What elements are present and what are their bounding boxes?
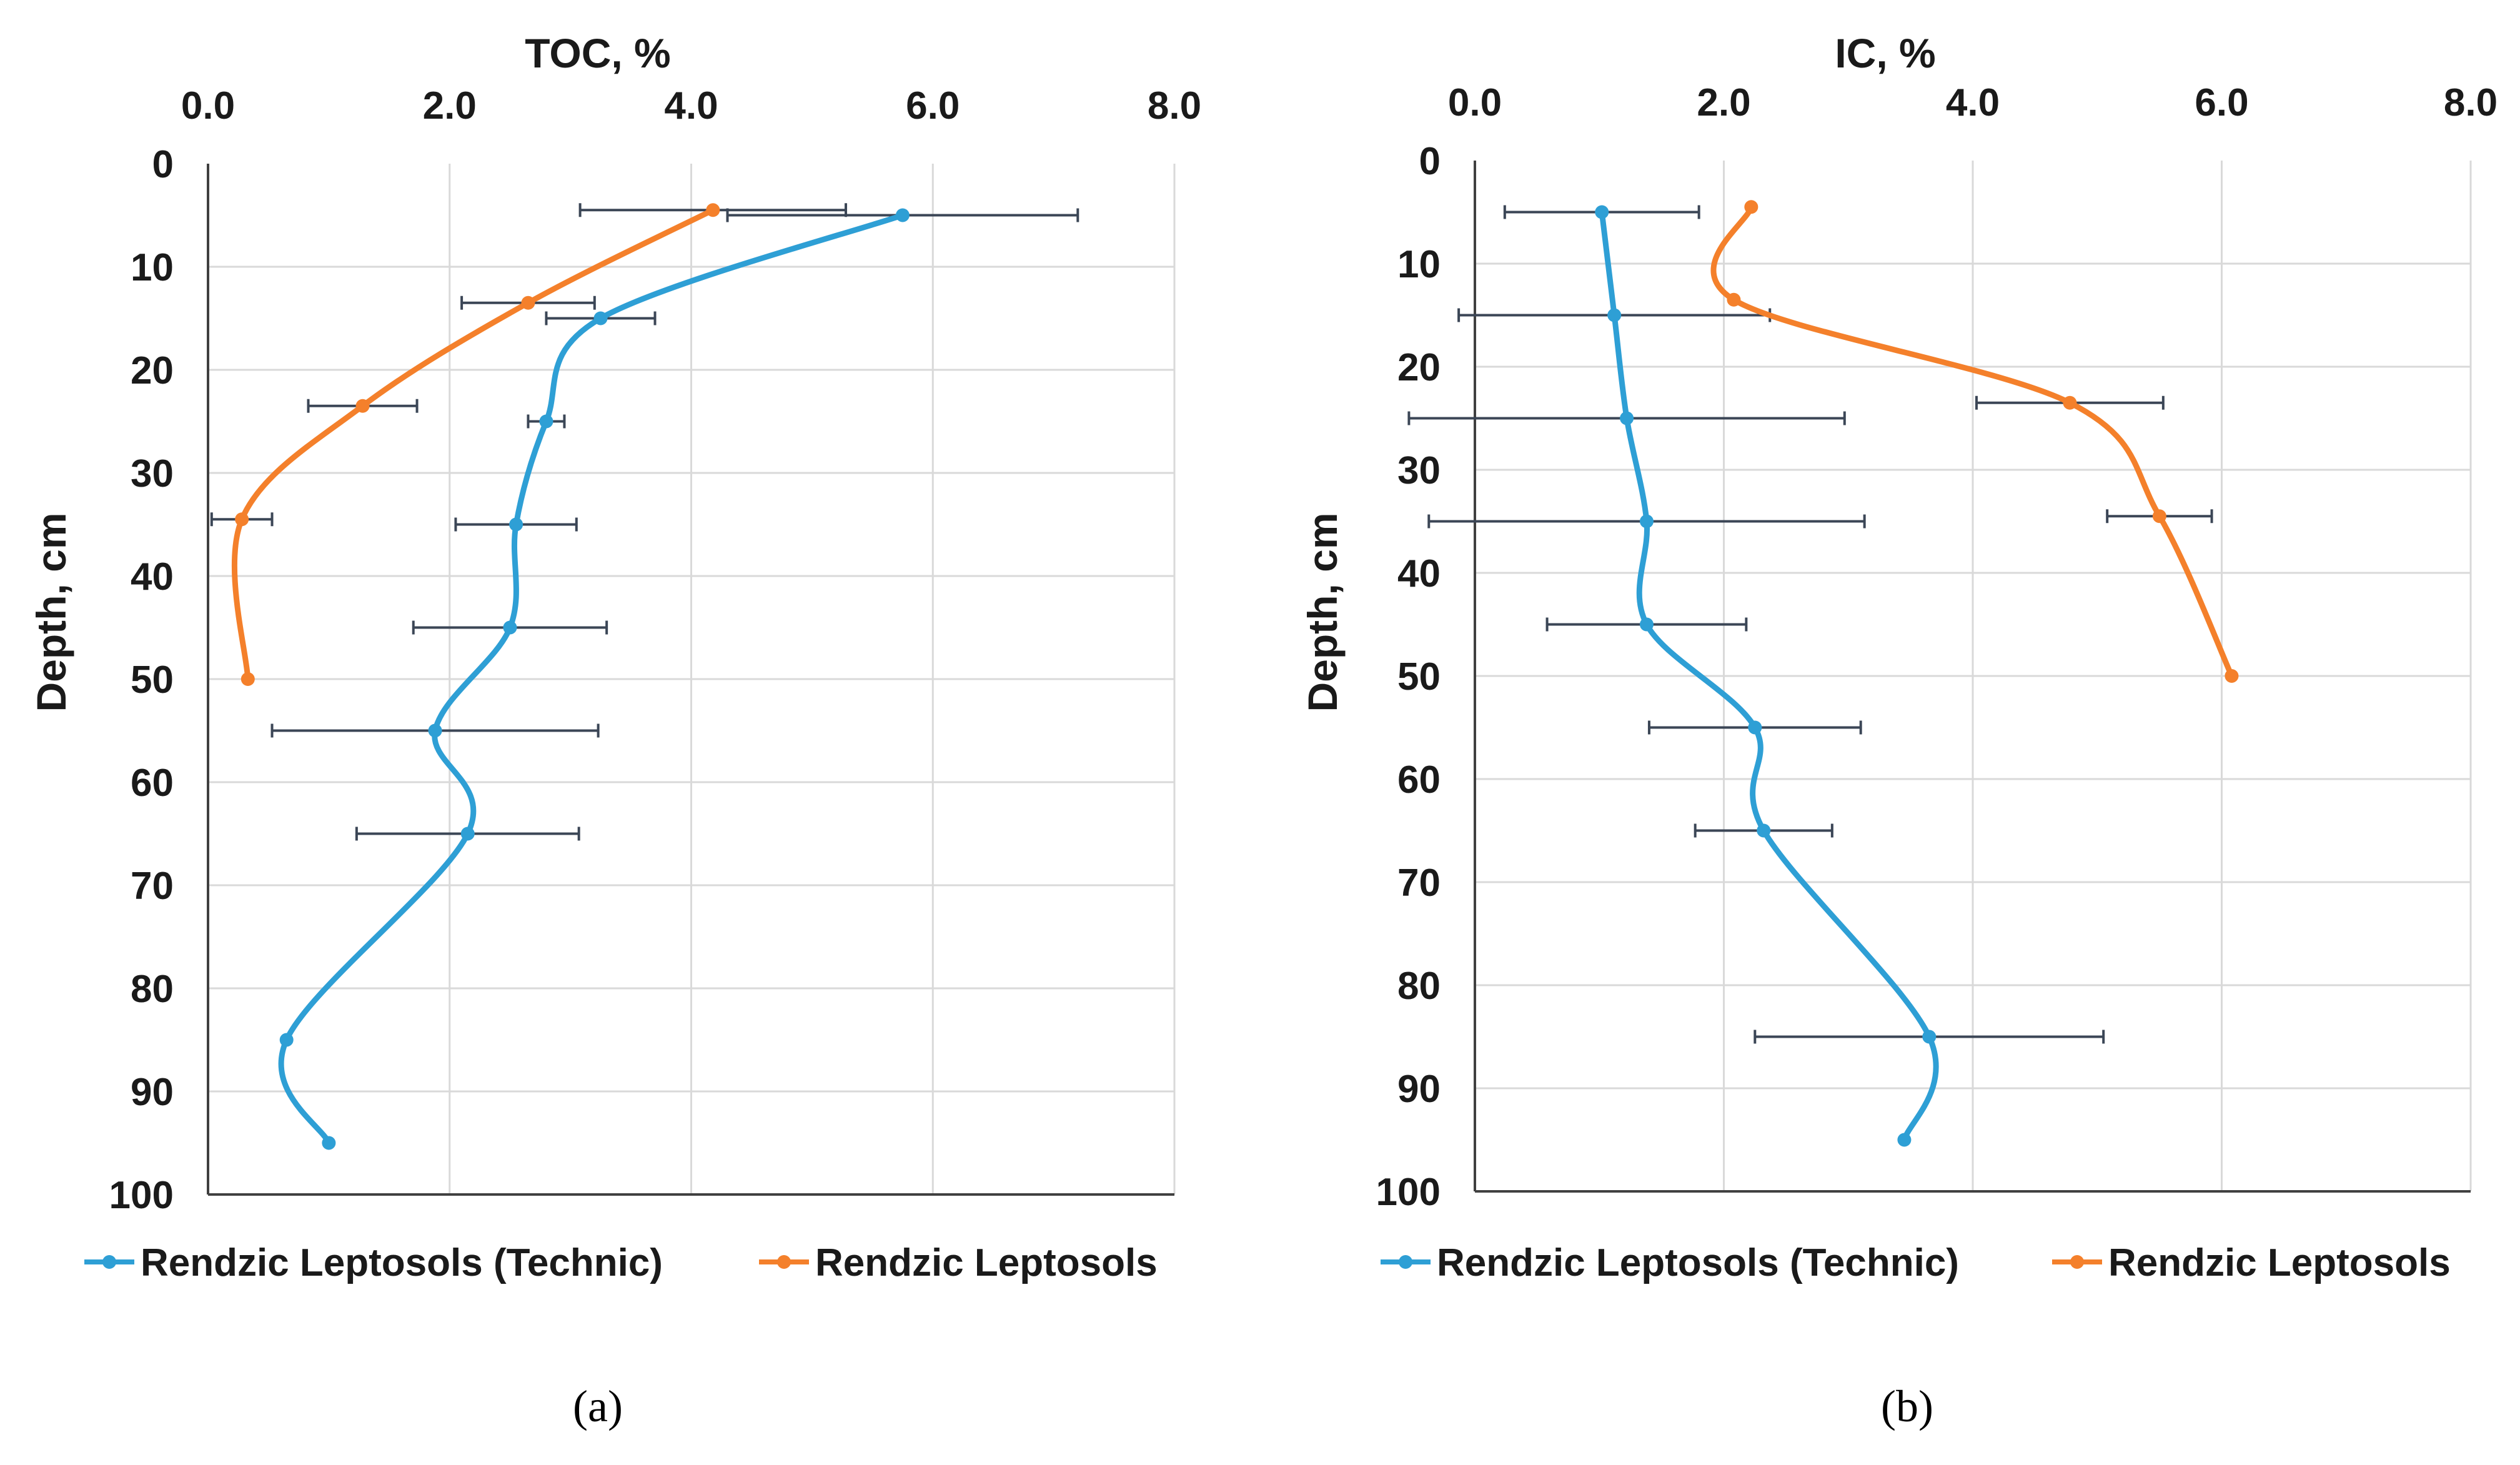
data-point-rendzic [355,399,370,413]
x-tick-label: 8.0 [2444,81,2498,124]
data-point-rendzic [706,203,720,217]
y-tick-label: 80 [131,968,174,1011]
legend-technic-marker [1399,1255,1412,1269]
legend-rendzic-label: Rendzic Leptosols [815,1241,1158,1284]
data-point-technic [1639,514,1654,529]
data-point-technic [539,414,553,429]
data-point-rendzic [1727,292,1741,307]
data-point-technic [593,311,608,325]
legend-technic-label: Rendzic Leptosols (Technic) [141,1241,663,1284]
y-tick-label: 60 [131,762,174,805]
data-point-technic [1922,1030,1937,1044]
data-point-technic [322,1136,336,1150]
data-point-technic [895,208,910,222]
data-point-technic [428,723,442,738]
series-line-technic [1599,209,1939,1143]
y-tick-label: 20 [1397,346,1441,389]
ic-panel: IC, % Depth, cm 0.0 2.0 4.0 6.0 8.0 0 10 20 30 4… [1299,30,2498,1431]
x-tick-label: 0.0 [1448,81,1502,124]
y-tick-label: 40 [131,555,174,598]
y-tick-label: 10 [131,246,174,289]
data-point-rendzic [1744,200,1759,214]
y-tick-label: 0 [152,143,174,186]
data-point-rendzic [2225,669,2239,683]
data-point-technic [460,827,475,841]
caption-b: (b) [1881,1381,1933,1431]
ic-depth-axis-label: Depth, cm [1299,512,1346,712]
data-point-technic [1748,720,1762,735]
data-point-technic [1620,411,1634,425]
y-tick-label: 90 [1397,1068,1441,1111]
toc-panel: TOC, % Depth, cm 0.0 2.0 4.0 6.0 8.0 0 10 20 30… [28,30,1201,1431]
toc-legend: Rendzic Leptosols (Technic) Rendzic Lept… [84,1241,1158,1284]
data-point-technic [1607,308,1622,322]
ic-axis-title: IC, % [1835,30,1935,76]
legend-technic-label: Rendzic Leptosols (Technic) [1437,1241,1959,1284]
y-tick-label: 50 [1397,655,1441,698]
data-point-technic [1757,823,1771,838]
y-tick-label: 10 [1397,243,1441,286]
data-point-technic [1595,205,1609,219]
data-point-technic [1897,1133,1912,1147]
y-tick-label: 90 [131,1071,174,1114]
x-tick-label: 6.0 [906,84,960,127]
y-tick-label: 60 [1397,758,1441,802]
legend-rendzic-marker [777,1255,791,1269]
y-tick-label: 30 [1397,449,1441,492]
x-tick-label: 2.0 [1697,81,1750,124]
data-point-rendzic [241,672,255,686]
y-tick-label: 20 [131,349,174,392]
x-tick-label: 4.0 [664,84,718,127]
data-point-rendzic [235,512,249,527]
y-tick-label: 80 [1397,965,1441,1008]
data-point-rendzic [2152,509,2166,524]
x-tick-label: 4.0 [1946,81,2000,124]
y-tick-label: 50 [131,658,174,702]
caption-a: (a) [573,1381,623,1431]
data-point-rendzic [2063,395,2077,410]
x-tick-label: 2.0 [423,84,477,127]
data-point-rendzic [521,295,535,310]
data-point-technic [279,1033,294,1047]
y-tick-label: 70 [131,865,174,908]
x-tick-label: 6.0 [2195,81,2248,124]
y-tick-label: 100 [109,1174,174,1217]
legend-rendzic-label: Rendzic Leptosols [2108,1241,2451,1284]
y-tick-label: 100 [1376,1171,1441,1214]
ic-legend: Rendzic Leptosols (Technic) Rendzic Lept… [1381,1241,2451,1284]
data-point-technic [1639,617,1654,632]
x-tick-label: 0.0 [181,84,235,127]
data-point-technic [503,620,517,635]
series-line-rendzic [231,207,716,682]
y-tick-label: 70 [1397,862,1441,905]
y-tick-label: 0 [1419,140,1441,183]
toc-depth-axis-label: Depth, cm [28,512,74,712]
y-tick-label: 40 [1397,552,1441,595]
data-point-technic [509,517,523,532]
x-tick-label: 8.0 [1148,84,1201,127]
y-tick-label: 30 [131,452,174,495]
toc-axis-title: TOC, % [525,30,670,76]
series-line-rendzic [1710,204,2235,679]
legend-rendzic-marker [2070,1255,2084,1269]
legend-technic-marker [102,1255,116,1269]
